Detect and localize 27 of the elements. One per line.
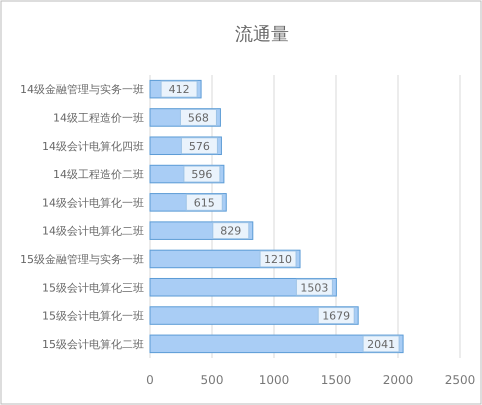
y-tick-label: 14级会计电算化一班 <box>42 196 144 210</box>
y-tick-label: 14级工程造价一班 <box>53 111 144 124</box>
y-tick-label: 15级会计电算化一班 <box>42 310 144 323</box>
y-tick-label: 15级会计电算化三班 <box>42 281 144 294</box>
chart-title: 流通量 <box>235 24 289 45</box>
data-label: 1210 <box>264 252 292 266</box>
data-label: 596 <box>191 168 212 182</box>
data-label: 829 <box>220 224 242 238</box>
y-tick-label: 15级金融管理与实务一班 <box>20 252 144 266</box>
y-tick-label: 14级工程造价二班 <box>53 168 144 182</box>
y-tick-label: 14级会计电算化四班 <box>42 140 144 153</box>
data-label: 2041 <box>367 338 396 351</box>
x-tick-label: 2500 <box>444 373 476 387</box>
x-tick-label: 2000 <box>382 373 414 387</box>
data-label: 412 <box>168 83 190 96</box>
x-tick-label: 1000 <box>258 373 290 387</box>
x-tick-label: 500 <box>200 373 224 387</box>
data-label: 1679 <box>322 310 350 323</box>
x-tick-label: 0 <box>146 373 154 387</box>
y-tick-label: 14级会计电算化二班 <box>42 224 144 238</box>
y-tick-label: 15级会计电算化二班 <box>42 338 144 351</box>
x-tick-label: 1500 <box>320 373 352 387</box>
data-label: 568 <box>188 111 209 124</box>
data-label: 615 <box>194 196 215 210</box>
data-label: 576 <box>188 140 210 153</box>
y-tick-label: 14级金融管理与实务一班 <box>20 83 144 96</box>
data-label: 1503 <box>300 281 328 294</box>
